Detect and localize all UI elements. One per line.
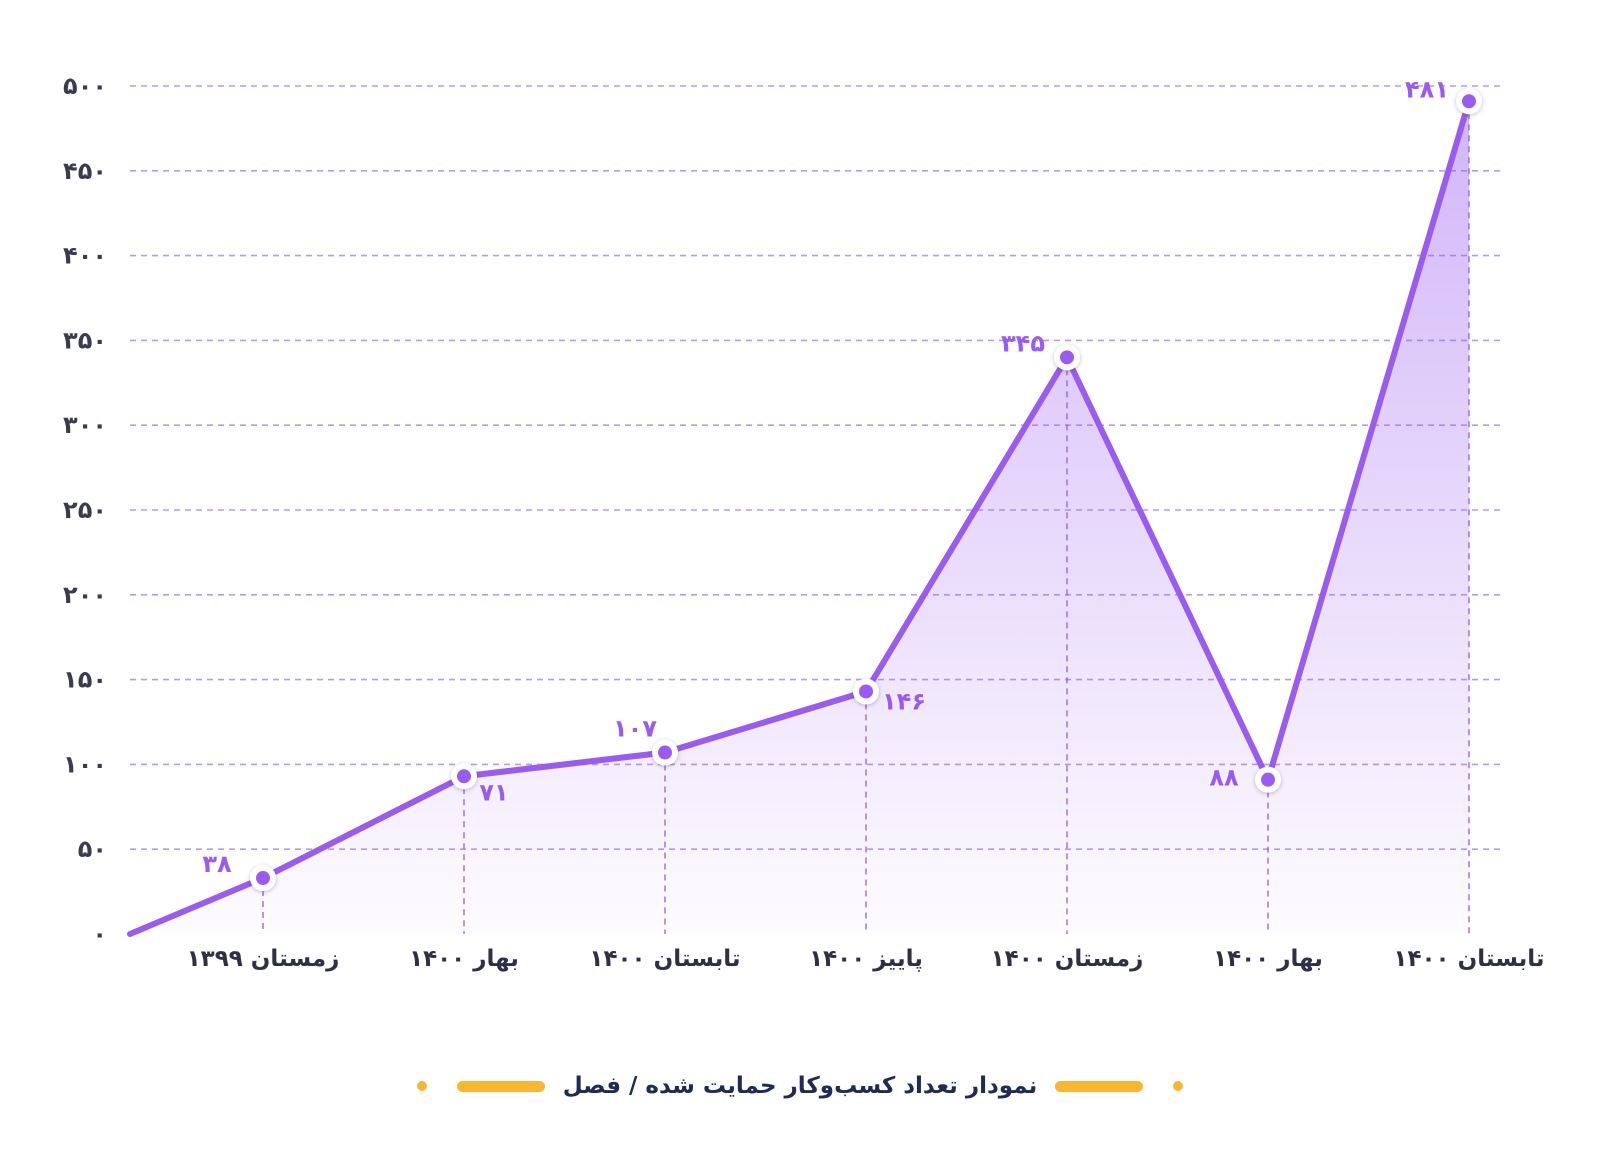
legend-dot-left: [416, 1081, 427, 1091]
data-point: [1060, 350, 1074, 365]
y-tick-label: ۰: [92, 920, 107, 948]
data-point: [1462, 94, 1476, 109]
x-tick-label: پاییز ۱۴۰۰: [809, 946, 923, 972]
y-tick-label: ۲۰۰: [63, 581, 107, 609]
data-point: [658, 745, 672, 760]
x-tick-label: بهار ۱۴۰۰: [1213, 946, 1323, 972]
y-tick-label: ۱۵۰: [63, 666, 107, 694]
x-tick-label: بهار ۱۴۰۰: [409, 946, 519, 972]
data-point: [457, 769, 471, 784]
x-tick-label: زمستان ۱۳۹۹: [187, 946, 340, 972]
data-label: ۳۸: [202, 850, 232, 878]
y-tick-label: ۳۵۰: [63, 326, 107, 354]
data-point: [256, 871, 270, 886]
data-label: ۱۰۷: [613, 715, 657, 743]
y-tick-label: ۳۰۰: [63, 411, 107, 439]
y-tick-label: ۱۰۰: [63, 750, 107, 778]
y-tick-label: ۵۰: [78, 835, 107, 863]
series-line: [127, 98, 1472, 937]
y-tick-label: ۲۵۰: [63, 496, 107, 524]
line-area-chart: ۰ ۵۰ ۱۰۰ ۱۵۰ ۲۰۰ ۲۵۰ ۳۰۰ ۳۵۰ ۴۰۰ ۴۵۰ ۵۰۰ ۳۸ ۷۱ ۱۰۷ ۱۴۶…: [63, 72, 1545, 972]
legend-dot-right: [1173, 1081, 1184, 1091]
data-label: ۱۴۶: [882, 687, 926, 715]
legend-label: نمودار تعداد کسب‌وکار حمایت شده / فصل: [562, 1073, 1038, 1099]
x-tick-label: تابستان ۱۴۰۰: [589, 946, 740, 972]
y-tick-label: ۵۰۰: [63, 72, 107, 100]
y-tick-label: ۴۰۰: [63, 242, 107, 270]
y-tick-label: ۴۵۰: [63, 157, 107, 185]
data-point: [859, 684, 873, 699]
x-tick-label: زمستان ۱۴۰۰: [991, 946, 1144, 972]
data-label: ۸۸: [1209, 764, 1239, 792]
data-label: ۷۱: [479, 778, 508, 806]
legend: نمودار تعداد کسب‌وکار حمایت شده / فصل: [0, 1066, 1600, 1106]
data-point: [1261, 772, 1275, 787]
x-tick-label: تابستان ۱۴۰۰: [1393, 946, 1544, 972]
data-label: ۳۴۵: [1001, 329, 1045, 357]
area-fill: [130, 101, 1469, 935]
legend-bar-right: [1055, 1080, 1144, 1092]
legend-bar-left: [456, 1080, 545, 1092]
data-label: ۴۸۱: [1405, 75, 1449, 103]
